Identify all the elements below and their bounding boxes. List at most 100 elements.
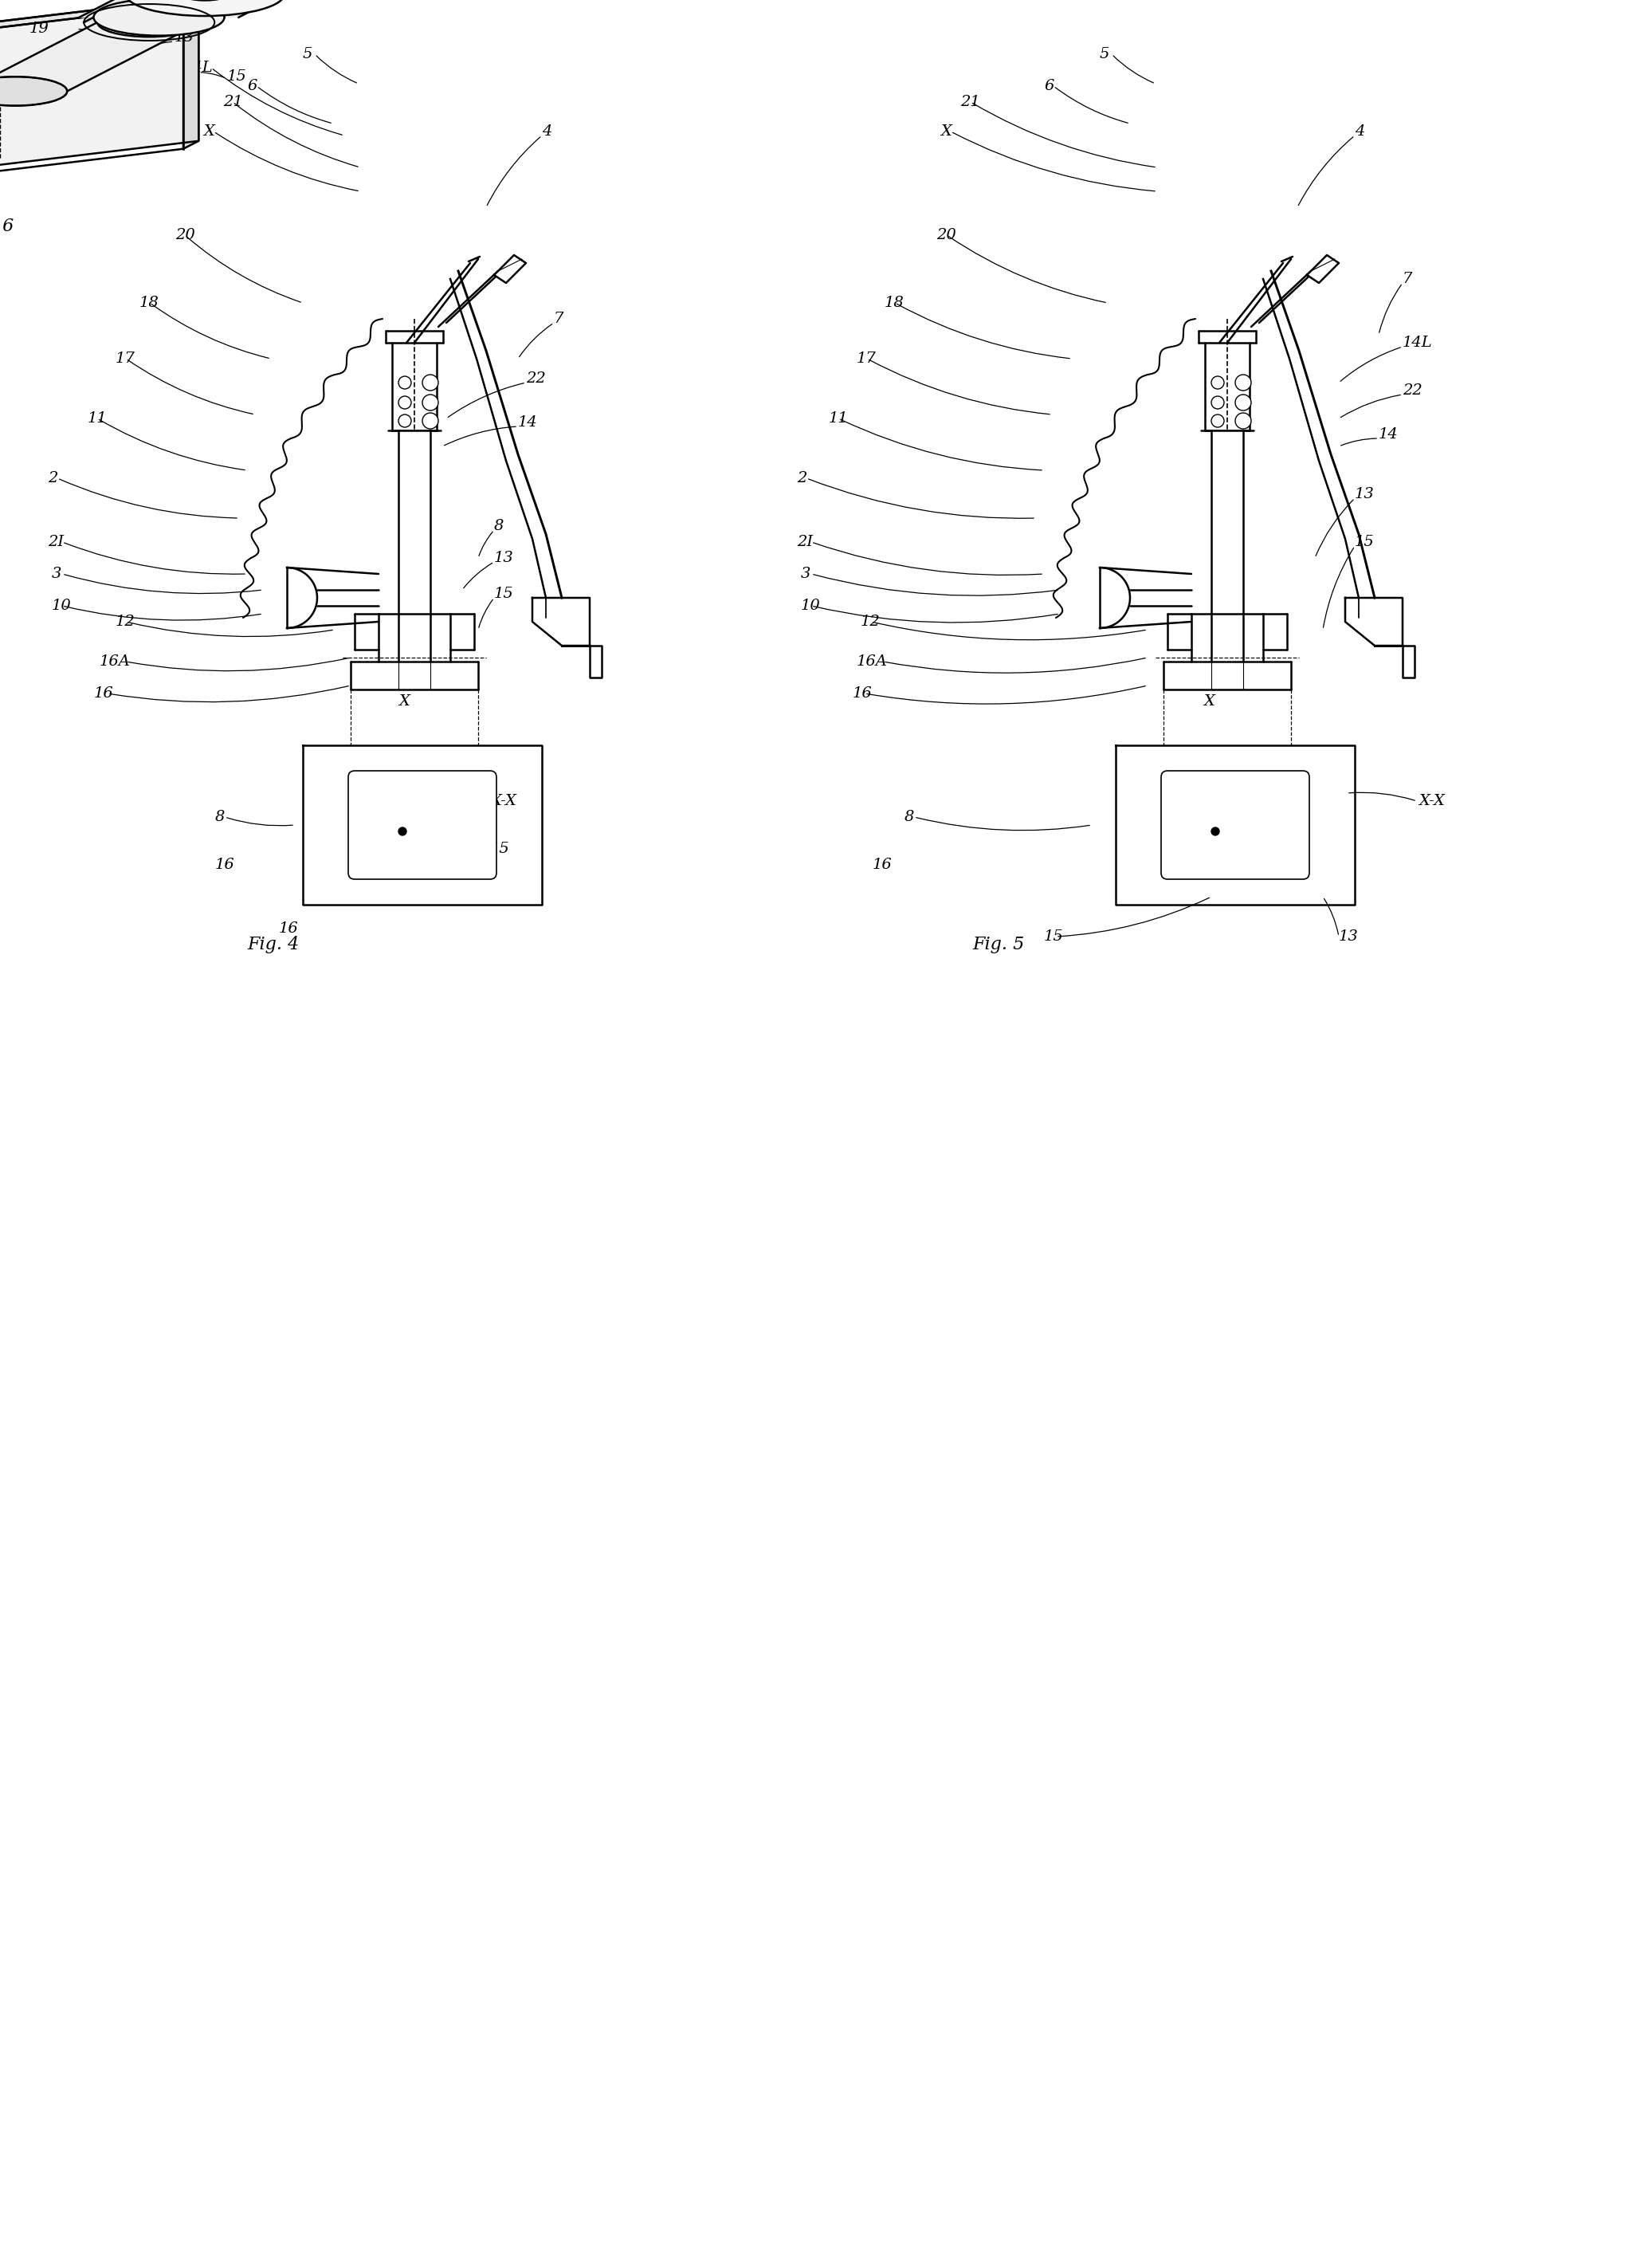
Text: 14: 14 [519, 415, 537, 431]
Text: 3: 3 [801, 566, 811, 582]
Circle shape [398, 377, 411, 388]
Text: 16: 16 [94, 686, 114, 701]
Text: 5: 5 [1100, 47, 1110, 61]
Text: 16: 16 [215, 857, 235, 873]
Text: X: X [1203, 695, 1214, 708]
Text: X: X [203, 124, 215, 140]
Text: 13: 13 [1338, 929, 1358, 945]
Polygon shape [1345, 598, 1403, 645]
Polygon shape [79, 0, 284, 18]
Polygon shape [0, 0, 198, 50]
Text: 18: 18 [884, 295, 904, 311]
Text: 15: 15 [491, 841, 510, 857]
Text: X: X [398, 695, 410, 708]
Polygon shape [0, 23, 202, 90]
Text: 20: 20 [937, 228, 957, 241]
Text: 8: 8 [215, 810, 225, 825]
Polygon shape [350, 661, 477, 690]
Text: 5: 5 [302, 47, 312, 61]
Text: 2: 2 [48, 471, 58, 485]
Text: 12: 12 [116, 616, 135, 629]
Polygon shape [562, 645, 601, 676]
Text: Fig. 4: Fig. 4 [248, 936, 299, 954]
Circle shape [423, 374, 438, 390]
Text: 15: 15 [226, 70, 246, 83]
Text: X-X: X-X [1419, 794, 1446, 807]
Ellipse shape [126, 0, 284, 16]
Circle shape [1236, 413, 1251, 428]
Polygon shape [494, 255, 525, 282]
Circle shape [423, 413, 438, 428]
Polygon shape [1307, 255, 1338, 282]
Text: 12: 12 [861, 616, 881, 629]
Text: 2: 2 [796, 471, 806, 485]
Circle shape [1211, 415, 1224, 426]
Polygon shape [1211, 431, 1244, 661]
Text: 18: 18 [139, 295, 159, 311]
Text: 14L: 14L [183, 61, 213, 74]
Ellipse shape [94, 0, 225, 36]
Text: 21: 21 [960, 95, 980, 108]
Text: 15: 15 [1044, 929, 1064, 945]
Text: 3: 3 [51, 566, 61, 582]
Text: 4: 4 [1355, 124, 1365, 140]
FancyBboxPatch shape [1161, 771, 1310, 879]
Text: 16: 16 [852, 686, 872, 701]
Text: 15: 15 [1355, 534, 1374, 550]
Text: 6: 6 [1044, 79, 1054, 92]
Text: 7: 7 [553, 311, 563, 327]
Text: X-X: X-X [491, 794, 517, 807]
Text: 16A: 16A [99, 654, 131, 670]
Text: 2I: 2I [796, 534, 813, 550]
Polygon shape [398, 431, 430, 661]
Text: 21: 21 [223, 95, 243, 108]
Circle shape [1236, 374, 1251, 390]
Text: 16A: 16A [857, 654, 887, 670]
Circle shape [398, 397, 411, 408]
FancyBboxPatch shape [349, 771, 497, 879]
Text: 11: 11 [829, 410, 849, 426]
Polygon shape [1163, 661, 1290, 690]
Text: 8: 8 [494, 519, 504, 532]
Text: 10: 10 [801, 598, 821, 613]
Text: 20: 20 [175, 228, 195, 241]
Text: Fig. 6: Fig. 6 [0, 219, 15, 235]
Ellipse shape [0, 77, 68, 106]
Circle shape [1211, 397, 1224, 408]
Text: 16: 16 [279, 922, 299, 936]
Text: 17: 17 [116, 352, 135, 365]
Text: 10: 10 [51, 598, 71, 613]
Text: 16: 16 [872, 857, 892, 873]
Text: 14L: 14L [1403, 336, 1432, 350]
Circle shape [1211, 377, 1224, 388]
Text: 6: 6 [248, 79, 258, 92]
Text: 4: 4 [542, 124, 552, 140]
Text: Fig. 5: Fig. 5 [973, 936, 1024, 954]
Polygon shape [84, 18, 225, 23]
Text: 7: 7 [1403, 273, 1412, 286]
Polygon shape [532, 598, 590, 645]
Text: 22: 22 [1403, 383, 1422, 397]
Polygon shape [1374, 645, 1414, 676]
Circle shape [423, 395, 438, 410]
Text: 13: 13 [1355, 487, 1374, 501]
Polygon shape [183, 0, 198, 149]
Circle shape [1236, 395, 1251, 410]
Text: 19: 19 [28, 23, 48, 36]
Text: 13: 13 [494, 550, 514, 566]
Polygon shape [302, 746, 542, 904]
Polygon shape [1115, 746, 1355, 904]
Text: 22: 22 [525, 372, 545, 386]
Circle shape [398, 415, 411, 426]
Polygon shape [0, 0, 198, 185]
Text: X: X [940, 124, 952, 140]
Text: 8: 8 [905, 810, 914, 825]
Text: 13: 13 [173, 32, 193, 45]
Circle shape [398, 828, 406, 834]
Text: 15: 15 [494, 586, 514, 602]
Circle shape [1211, 828, 1219, 834]
Ellipse shape [97, 7, 202, 36]
Text: 11: 11 [88, 410, 107, 426]
Text: 14: 14 [1379, 426, 1398, 442]
Text: 2I: 2I [48, 534, 64, 550]
